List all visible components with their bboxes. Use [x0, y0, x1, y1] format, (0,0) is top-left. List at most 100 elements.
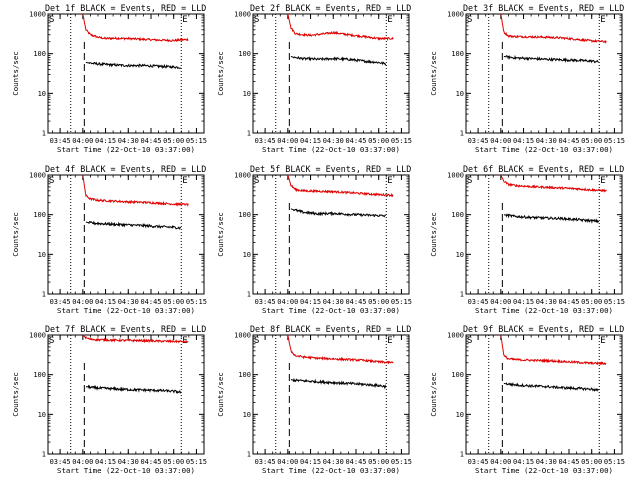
series-line-lld: [82, 13, 189, 43]
panel-det-4f: Det 4f BLACK = Events, RED = LLD 1 10 100 10…: [11, 164, 207, 315]
x-tick-label: 05:15: [391, 298, 412, 306]
x-axis-label: Start Time (22-Oct-10 03:37:00): [475, 306, 613, 315]
series-line-lld: [287, 13, 394, 42]
x-tick-label: 04:00: [72, 458, 93, 466]
x-tick-label: 04:45: [345, 458, 366, 466]
start-marker: S: [467, 336, 472, 346]
plot-frame: [465, 13, 623, 134]
panel-title: Det 7f BLACK = Events, RED = LLD: [45, 324, 206, 334]
y-tick-label: 10: [243, 411, 251, 419]
x-tick-label: 04:45: [345, 298, 366, 306]
x-tick-label: 04:45: [140, 137, 161, 145]
y-tick-label: 1: [460, 130, 464, 138]
x-tick-label: 04:30: [118, 298, 139, 306]
x-axis-label: Start Time (22-Oct-10 03:37:00): [57, 306, 195, 315]
x-tick-label: 04:30: [323, 458, 344, 466]
plot-frame: [47, 334, 205, 455]
x-tick-label: 03:45: [255, 298, 276, 306]
y-tick-label: 1: [42, 130, 46, 138]
y-tick-label: 100: [33, 371, 46, 379]
x-tick-label: 04:00: [490, 458, 511, 466]
x-tick-label: 05:00: [581, 137, 602, 145]
y-tick-label: 1: [460, 451, 464, 459]
start-marker: S: [467, 176, 472, 186]
x-tick-label: 05:00: [368, 298, 389, 306]
y-axis-label: Counts/sec: [429, 372, 438, 417]
panel-det-2f: Det 2f BLACK = Events, RED = LLD 1 10 100 10…: [216, 3, 412, 154]
series-line-events: [85, 220, 182, 230]
x-tick-label: 04:15: [513, 298, 534, 306]
series-line-lld: [500, 334, 607, 366]
x-tick-label: 04:30: [118, 137, 139, 145]
y-tick-label: 10: [456, 411, 464, 419]
x-tick-label: 04:00: [277, 137, 298, 145]
x-tick-label: 04:30: [536, 458, 557, 466]
y-tick-label: 1000: [447, 11, 464, 19]
panel-title: Det 8f BLACK = Events, RED = LLD: [250, 324, 411, 334]
y-tick-label: 10: [456, 90, 464, 98]
y-tick-label: 10: [243, 251, 251, 259]
panel-title: Det 1f BLACK = Events, RED = LLD: [45, 3, 206, 13]
x-tick-label: 04:15: [300, 298, 321, 306]
x-axis-label: Start Time (22-Oct-10 03:37:00): [57, 145, 195, 154]
series-line-lld: [500, 13, 607, 44]
y-tick-label: 10: [38, 411, 46, 419]
x-tick-label: 04:00: [277, 458, 298, 466]
x-tick-label: 04:30: [536, 298, 557, 306]
y-tick-label: 1000: [234, 332, 251, 340]
y-tick-label: 1: [42, 451, 46, 459]
panel-det-8f: Det 8f BLACK = Events, RED = LLD 1 10 100 10…: [216, 324, 412, 475]
end-marker: E: [600, 15, 605, 25]
x-tick-label: 03:45: [255, 137, 276, 145]
x-tick-label: 04:15: [300, 458, 321, 466]
y-axis-label: Counts/sec: [11, 372, 20, 417]
end-marker: E: [387, 176, 392, 186]
y-axis-label: Counts/sec: [216, 51, 225, 96]
y-axis-label: Counts/sec: [429, 212, 438, 257]
panel-det-6f: Det 6f BLACK = Events, RED = LLD 1 10 100 10…: [429, 164, 625, 315]
series-line-events: [290, 377, 387, 390]
y-tick-label: 10: [456, 251, 464, 259]
panel-title: Det 9f BLACK = Events, RED = LLD: [463, 324, 624, 334]
series-line-lld: [287, 334, 394, 365]
y-tick-label: 1000: [29, 172, 46, 180]
x-tick-label: 04:00: [72, 137, 93, 145]
plot-frame: [465, 334, 623, 455]
y-tick-label: 1000: [29, 332, 46, 340]
plot-frame: [252, 13, 410, 134]
x-tick-label: 05:00: [368, 458, 389, 466]
x-axis-label: Start Time (22-Oct-10 03:37:00): [475, 145, 613, 154]
x-axis-label: Start Time (22-Oct-10 03:37:00): [262, 466, 400, 475]
panel-title: Det 5f BLACK = Events, RED = LLD: [250, 164, 411, 174]
series-line-events: [290, 55, 387, 66]
y-tick-label: 100: [238, 211, 251, 219]
y-tick-label: 100: [451, 211, 464, 219]
x-tick-label: 04:00: [490, 137, 511, 145]
plot-frame: [47, 13, 205, 134]
x-tick-label: 05:00: [163, 458, 184, 466]
x-tick-label: 04:30: [536, 137, 557, 145]
x-axis-label: Start Time (22-Oct-10 03:37:00): [475, 466, 613, 475]
y-tick-label: 1: [247, 130, 251, 138]
series-line-events: [503, 54, 599, 64]
x-tick-label: 04:30: [323, 137, 344, 145]
y-tick-label: 100: [451, 50, 464, 58]
y-tick-label: 1000: [234, 172, 251, 180]
start-marker: S: [49, 15, 54, 25]
x-tick-label: 05:00: [163, 137, 184, 145]
x-tick-label: 04:15: [95, 137, 116, 145]
x-tick-label: 03:45: [468, 137, 489, 145]
y-axis-label: Counts/sec: [11, 51, 20, 96]
x-tick-label: 04:15: [513, 137, 534, 145]
start-marker: S: [254, 336, 259, 346]
x-axis-label: Start Time (22-Oct-10 03:37:00): [262, 145, 400, 154]
x-tick-label: 04:30: [323, 298, 344, 306]
end-marker: E: [182, 15, 187, 25]
start-marker: S: [254, 15, 259, 25]
end-marker: E: [387, 15, 392, 25]
y-tick-label: 100: [238, 371, 251, 379]
x-tick-label: 04:15: [95, 458, 116, 466]
x-tick-label: 05:00: [368, 137, 389, 145]
series-line-lld: [82, 174, 189, 207]
